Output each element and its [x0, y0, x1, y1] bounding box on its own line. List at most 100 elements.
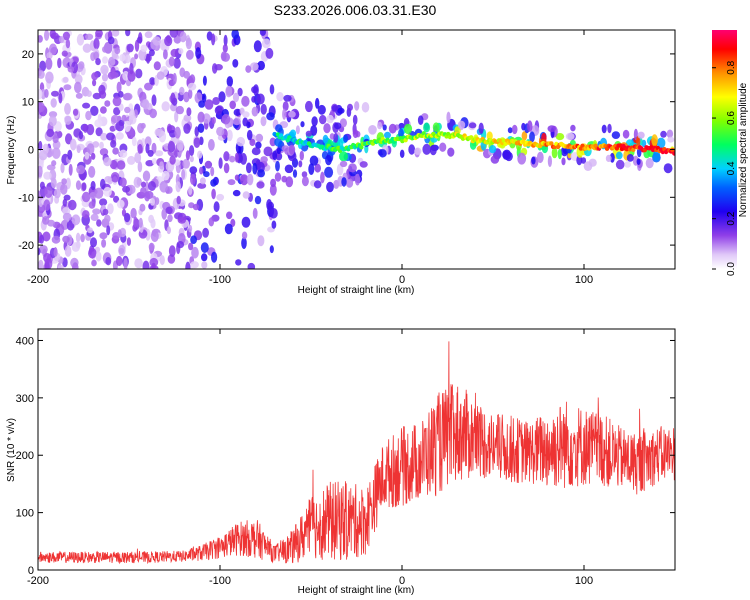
spectrogram-cell: [232, 92, 240, 103]
spectrogram-cell: [174, 110, 179, 123]
spectrogram-cell: [547, 155, 553, 168]
spectrogram-cell: [241, 231, 248, 240]
spectrogram-cell: [67, 66, 75, 73]
spectrogram-cell: [226, 211, 233, 220]
spectrogram-cell: [112, 147, 119, 155]
spectrogram-cell: [176, 241, 185, 249]
spectrogram-cell: [188, 242, 194, 251]
spectrogram-cell: [48, 115, 57, 127]
spectrogram-cell: [555, 133, 565, 141]
spectrogram-cell: [266, 199, 272, 211]
spectrogram-cell: [125, 30, 131, 37]
spectrogram-cell: [251, 96, 256, 103]
spectrogram-cell: [601, 124, 607, 134]
spectrogram-cell: [144, 31, 153, 39]
spectrogram-cell: [95, 127, 103, 137]
spectrogram-cell: [44, 88, 49, 98]
spectrogram-cell: [246, 173, 254, 186]
spectrogram-cell: [241, 95, 250, 107]
spectrogram-cell: [78, 61, 85, 70]
spectrogram-cell: [161, 170, 170, 181]
spectrogram-cell: [223, 151, 230, 162]
spectrogram-cell: [149, 108, 158, 119]
spectrogram-cell: [38, 102, 45, 113]
spectrogram-cell: [229, 100, 236, 110]
spectrogram-cell: [636, 158, 641, 166]
spectrogram-cell: [110, 172, 120, 183]
spectrogram-cell: [51, 235, 61, 244]
spectrogram-cell: [315, 97, 320, 109]
spectrogram-cell: [377, 121, 383, 130]
spectrogram-cell: [339, 118, 347, 128]
spectrogram-cell: [208, 139, 215, 151]
spectrogram-cell: [636, 135, 641, 148]
spectrogram-cell: [119, 54, 126, 62]
spectrogram-cell: [249, 62, 259, 71]
spectrogram-cell: [159, 181, 168, 193]
spectrogram-cell: [382, 124, 387, 131]
spectrogram-cell: [311, 116, 318, 127]
spectrogram-cell: [119, 177, 127, 188]
spectrogram-cell: [82, 102, 91, 109]
spectrogram-cell: [504, 151, 513, 162]
spectrogram-cell: [561, 157, 566, 166]
spectrogram-cell: [276, 92, 284, 102]
spectrogram-cell: [38, 35, 43, 43]
spectrogram-cell: [166, 226, 171, 235]
spectrogram-cell: [60, 183, 68, 195]
spectrogram-cell: [155, 150, 164, 157]
spectrogram-cell: [169, 155, 176, 165]
spectrogram-cell: [62, 198, 68, 207]
spectrogram-cell: [93, 37, 100, 50]
spectrogram-cell: [38, 88, 43, 100]
spectrogram-cell: [76, 145, 81, 154]
spectrogram-cell: [254, 195, 262, 205]
spectrogram-cell: [124, 120, 131, 133]
spectrogram-cell: [150, 218, 156, 229]
spectrogram-cell: [70, 138, 77, 151]
spectrogram-cell: [204, 99, 214, 110]
spectrogram-cell: [177, 216, 186, 224]
spectrogram-cell: [148, 49, 155, 57]
spectrogram-cell: [615, 151, 623, 160]
spectrogram-cell: [150, 230, 159, 242]
spectrogram-cell: [94, 187, 104, 199]
spectrogram-cell: [339, 160, 348, 168]
snr-series-line: [38, 341, 675, 565]
spectrogram-cell: [637, 131, 645, 139]
spectrogram-cell: [50, 177, 57, 189]
spectrogram-cell: [218, 157, 223, 169]
spectrogram-cell: [68, 163, 73, 176]
spectrogram-cell: [666, 129, 674, 139]
x-tick-label: 100: [575, 575, 593, 587]
spectrogram-cell: [134, 152, 142, 164]
spectrogram-cell: [131, 136, 137, 147]
spectrogram-cell: [656, 137, 666, 149]
spectrogram-cell: [95, 58, 101, 66]
spectrogram-cell: [154, 197, 160, 206]
spectrogram-cell: [78, 131, 84, 140]
spectrogram-cell: [141, 181, 146, 188]
x-tick-label: -100: [209, 274, 231, 286]
spectrogram-cell: [270, 178, 277, 188]
spectrogram-cell: [223, 34, 228, 47]
spectrogram-cell: [282, 108, 287, 120]
spectrogram-cell: [256, 93, 265, 105]
spectrogram-cell: [660, 130, 667, 138]
spectrogram-cell: [216, 193, 225, 201]
spectrogram-cell: [257, 235, 265, 247]
spectrogram-cell: [92, 141, 100, 148]
spectrogram-cell: [212, 63, 218, 74]
spectrogram-cell: [81, 182, 87, 191]
spectrogram-cell: [39, 181, 45, 190]
spectrogram-cell: [249, 138, 256, 146]
spectrogram-cell: [337, 107, 345, 114]
spectrogram-cell: [115, 132, 124, 140]
spectrogram-cell: [200, 242, 209, 254]
spectrogram-ridge-cell: [631, 147, 636, 152]
spectrogram-cell: [102, 56, 108, 64]
colorbar-gradient: [712, 30, 737, 269]
spectrogram-cell: [110, 139, 117, 148]
spectrogram-cell: [210, 179, 217, 187]
spectrogram-cell: [399, 149, 405, 158]
